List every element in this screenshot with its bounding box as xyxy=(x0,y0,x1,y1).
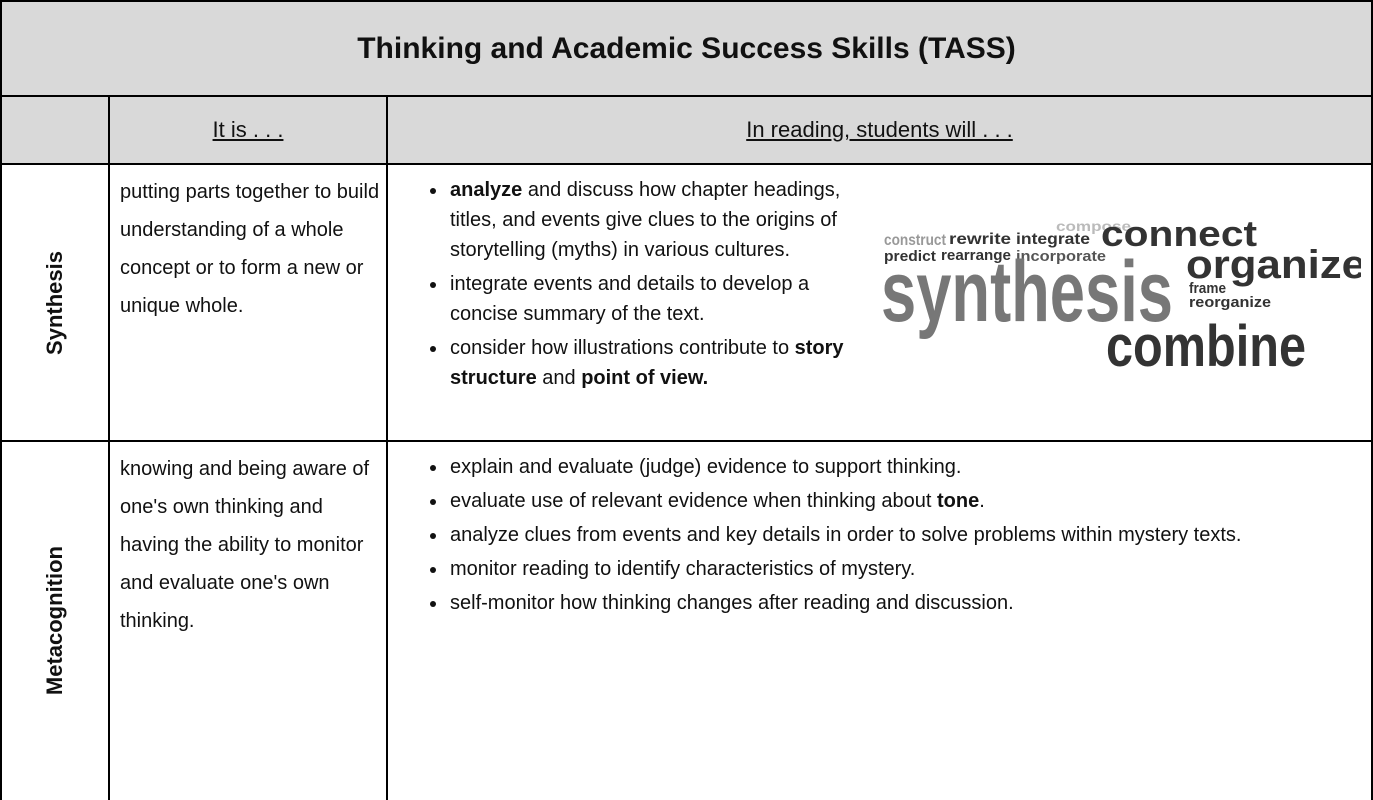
cloud-word: rewrite xyxy=(949,231,1011,248)
bullet-text: monitor reading to identify characterist… xyxy=(450,558,916,580)
word-cloud: compose construct rewrite integrate connect p… xyxy=(861,191,1366,379)
word-cloud-image: compose construct rewrite integrate connect p… xyxy=(881,213,1366,379)
row-label: Synthesis xyxy=(0,163,110,442)
bullet-text: analyze clues from events and key detail… xyxy=(450,524,1242,546)
bullet-item: consider how illustrations contribute to… xyxy=(448,333,1361,393)
bullets-cell: compose construct rewrite integrate connect p… xyxy=(386,163,1373,442)
definition: putting parts together to build understa… xyxy=(120,181,380,317)
bullet-text: . xyxy=(979,490,985,512)
cloud-word: synthesis xyxy=(881,244,1173,340)
cloud-word: organize xyxy=(1186,243,1361,287)
bullet-item: integrate events and details to develop … xyxy=(448,269,1361,329)
bullet-text: point of view. xyxy=(581,367,709,389)
bullet-text: evaluate use of relevant evidence when t… xyxy=(450,490,938,512)
row-label-text: Synthesis xyxy=(42,250,67,355)
bullet-item: self-monitor how thinking changes after … xyxy=(448,588,1361,618)
bullet-item: evaluate use of relevant evidence when t… xyxy=(448,486,1361,516)
header-text: In reading, students will . . . xyxy=(746,117,1013,142)
header-cell: It is . . . xyxy=(108,95,388,165)
cloud-word: reorganize xyxy=(1189,294,1271,311)
bullet-text: integrate events and details to develop … xyxy=(450,273,810,325)
bullet-list: analyze and discuss how chapter headings… xyxy=(388,175,1361,393)
cloud-word: frame xyxy=(1189,280,1226,297)
row-label: Metacognition xyxy=(0,440,110,800)
bullet-text: analyze xyxy=(450,179,523,201)
bullet-item: analyze and discuss how chapter headings… xyxy=(448,175,1361,265)
cloud-word: incorporate xyxy=(1016,248,1106,265)
bullet-text: tone xyxy=(937,490,980,512)
bullet-text: story structure xyxy=(450,337,844,389)
header-text: It is . . . xyxy=(212,117,284,142)
cloud-word: combine xyxy=(1106,314,1306,376)
bullet-text: consider how illustrations contribute to xyxy=(450,337,795,359)
cloud-word: predict xyxy=(884,248,936,265)
definition: knowing and being aware of one's own thi… xyxy=(120,458,370,632)
cloud-word: rearrange xyxy=(941,247,1011,264)
bullets-cell: explain and evaluate (judge) evidence to… xyxy=(386,440,1373,800)
header-cell: In reading, students will . . . xyxy=(386,95,1373,165)
cloud-word: construct xyxy=(884,232,947,249)
bullet-item: explain and evaluate (judge) evidence to… xyxy=(448,452,1361,482)
cloud-word: integrate xyxy=(1016,231,1090,248)
bullet-text: self-monitor how thinking changes after … xyxy=(450,592,1014,614)
cloud-word: connect xyxy=(1101,213,1257,254)
bullet-text: explain and evaluate (judge) evidence to… xyxy=(450,456,962,478)
cloud-word: compose xyxy=(1056,218,1131,234)
bullet-item: analyze clues from events and key detail… xyxy=(448,520,1361,550)
bullet-text: and xyxy=(536,367,582,389)
title: Thinking and Academic Success Skills (TA… xyxy=(0,0,1373,97)
definition-cell: putting parts together to build understa… xyxy=(108,163,388,442)
header-empty xyxy=(0,95,110,165)
definition-cell: knowing and being aware of one's own thi… xyxy=(108,440,388,800)
bullet-list: explain and evaluate (judge) evidence to… xyxy=(388,452,1361,618)
bullet-item: monitor reading to identify characterist… xyxy=(448,554,1361,584)
row-label-text: Metacognition xyxy=(42,546,67,696)
bullet-text: and discuss how chapter headings, titles… xyxy=(450,179,841,261)
